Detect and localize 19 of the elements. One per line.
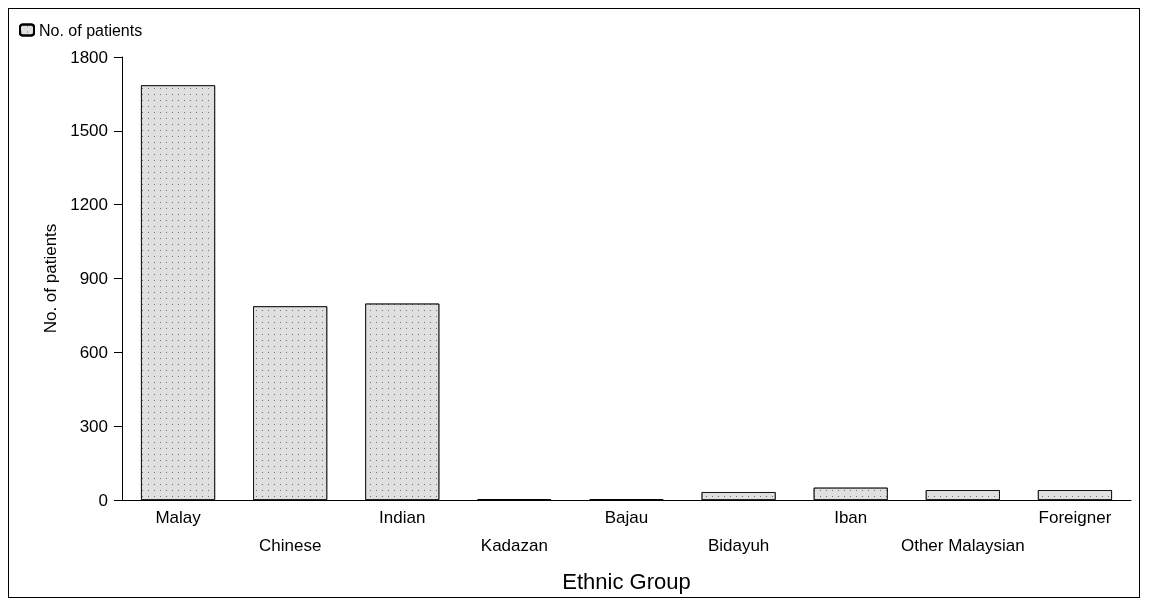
y-tick-label: 300 — [79, 416, 108, 436]
legend-label: No. of patients — [39, 21, 143, 39]
x-tick-label: Indian — [379, 507, 426, 527]
y-tick-label: 1200 — [70, 195, 108, 215]
y-tick-label: 1500 — [70, 121, 108, 141]
y-tick-label: 1800 — [70, 47, 108, 67]
y-tick-label: 0 — [98, 490, 108, 510]
y-tick-label: 900 — [79, 269, 108, 288]
y-tick-label: 600 — [79, 342, 108, 362]
x-tick-label: Chinese — [258, 535, 322, 555]
x-tick-label: Malay — [155, 507, 202, 527]
x-tick-label: Iban — [834, 507, 868, 527]
y-axis-title: No. of patients — [41, 223, 61, 334]
x-tick-label: Bajau — [604, 507, 649, 527]
x-axis-title: Ethnic Group — [562, 568, 691, 594]
x-tick-label: Kadazan — [480, 535, 548, 555]
x-tick-label: Bidayuh — [707, 535, 770, 555]
x-tick-label: Foreigner — [1038, 507, 1112, 527]
x-tick-label: Other Malaysian — [900, 535, 1025, 555]
